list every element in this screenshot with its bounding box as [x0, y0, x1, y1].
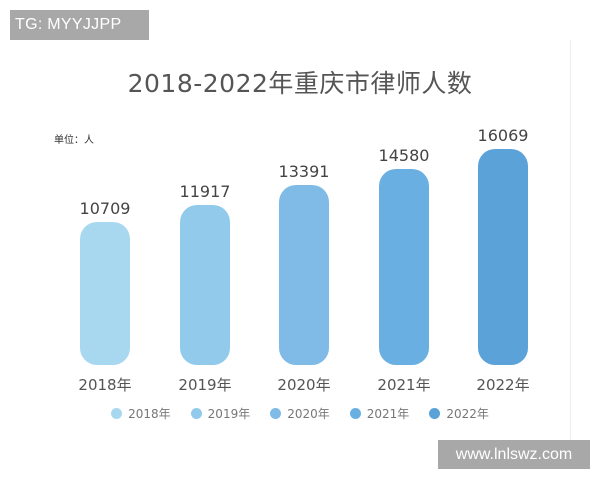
legend-label: 2018年: [128, 407, 171, 421]
legend-dot-icon: [111, 408, 123, 419]
legend-item: 2018年: [111, 405, 171, 422]
category-label: 2022年: [476, 376, 530, 394]
unit-label: 单位：人: [54, 135, 94, 146]
value-label: 10709: [79, 199, 131, 218]
bar-2022: [478, 149, 528, 365]
bar-2020: [279, 185, 329, 365]
legend-label: 2022年: [446, 407, 489, 421]
legend-label: 2021年: [366, 407, 410, 421]
value-label: 14580: [378, 146, 430, 165]
legend-dot-icon: [429, 408, 441, 419]
value-label: 13391: [278, 162, 330, 181]
legend: 2018年 2019年 2020年 2021年 2022年: [0, 405, 600, 422]
watermark-bottom: www.lnlswz.com: [438, 440, 590, 469]
category-label: 2020年: [277, 376, 331, 394]
legend-item: 2021年: [349, 405, 410, 422]
chart-title: 2018-2022年重庆市律师人数: [127, 69, 473, 98]
category-label: 2018年: [78, 376, 132, 394]
value-label: 11917: [179, 182, 231, 201]
divider-line: [570, 40, 571, 440]
category-label: 2021年: [377, 376, 431, 394]
legend-dot-icon: [349, 408, 361, 419]
legend-item: 2022年: [429, 405, 489, 422]
value-label: 16069: [477, 126, 529, 145]
legend-dot-icon: [190, 408, 202, 419]
legend-label: 2020年: [287, 407, 330, 421]
legend-item: 2020年: [270, 405, 330, 422]
legend-dot-icon: [270, 408, 282, 419]
legend-label: 2019年: [207, 407, 251, 421]
legend-item: 2019年: [190, 405, 251, 422]
bar-2021: [379, 169, 429, 365]
category-label: 2019年: [178, 376, 232, 394]
bar-2019: [180, 205, 230, 365]
bar-2018: [80, 222, 130, 365]
watermark-top: TG: MYYJJPP: [10, 10, 149, 40]
